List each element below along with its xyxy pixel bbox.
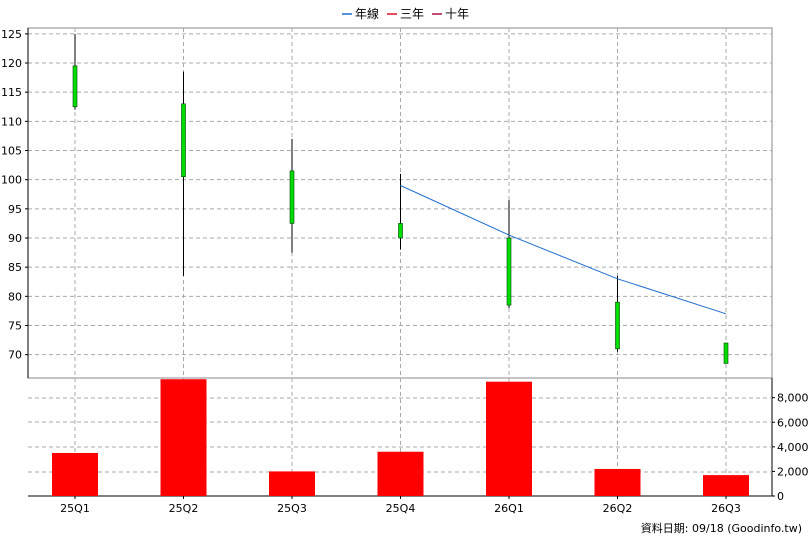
candle-body-26Q3 bbox=[723, 342, 729, 364]
legend: 年線 三年 十年 bbox=[342, 6, 469, 21]
moving-average-lines bbox=[400, 185, 727, 315]
price-grid bbox=[27, 27, 773, 496]
candle-body-25Q4 bbox=[398, 223, 403, 239]
volume-tick-label-2: 4,000 bbox=[777, 441, 808, 454]
volume-tick-label-3: 6,000 bbox=[777, 416, 808, 429]
price-panel: 70 75 80 85 90 95 100 105 110 115 120 125 bbox=[1, 27, 773, 496]
volume-bar-25Q3 bbox=[269, 471, 315, 496]
price-tick-label-5: 95 bbox=[8, 203, 22, 216]
candle-body-26Q2 bbox=[615, 301, 620, 350]
candle-body-26Q1 bbox=[506, 237, 512, 306]
data-date-label: 資料日期: 09/18 bbox=[640, 522, 724, 535]
price-y-axis: 70 75 80 85 90 95 100 105 110 115 120 125 bbox=[1, 28, 28, 362]
candle-body-25Q3 bbox=[289, 170, 295, 224]
candle-body-25Q1 bbox=[72, 65, 78, 108]
x-tick-label-25Q2: 25Q2 bbox=[169, 502, 199, 515]
volume-bar-26Q3 bbox=[703, 475, 749, 496]
price-tick-label-4: 90 bbox=[8, 232, 22, 245]
price-tick-label-6: 100 bbox=[1, 174, 22, 187]
x-tick-label-26Q1: 26Q1 bbox=[494, 502, 524, 515]
x-axis: 25Q1 25Q2 25Q3 25Q4 26Q1 26Q2 26Q3 bbox=[60, 496, 741, 515]
price-tick-label-3: 85 bbox=[8, 261, 22, 274]
legend-label-1: 三年 bbox=[400, 7, 424, 21]
volume-bar-25Q4 bbox=[377, 451, 424, 496]
x-tick-label-25Q1: 25Q1 bbox=[60, 502, 90, 515]
price-tick-label-11: 125 bbox=[1, 28, 22, 41]
volume-y-axis: 0 2,000 4,000 6,000 8,000 bbox=[772, 392, 808, 503]
price-tick-label-7: 105 bbox=[1, 145, 22, 158]
volume-tick-label-4: 8,000 bbox=[777, 392, 808, 405]
volume-bar-26Q2 bbox=[594, 468, 641, 496]
x-tick-label-26Q2: 26Q2 bbox=[603, 502, 633, 515]
data-date-footer: 資料日期: 09/18 (Goodinfo.tw) bbox=[641, 520, 802, 536]
x-tick-label-25Q4: 25Q4 bbox=[386, 502, 416, 515]
legend-label-0: 年線 bbox=[355, 6, 379, 21]
legend-label-2: 十年 bbox=[445, 7, 469, 21]
price-tick-label-9: 115 bbox=[1, 86, 22, 99]
candle-body-25Q2 bbox=[181, 103, 186, 178]
price-tick-label-10: 120 bbox=[1, 57, 22, 70]
x-tick-label-25Q3: 25Q3 bbox=[277, 502, 307, 515]
volume-bar-25Q1 bbox=[52, 452, 98, 496]
data-source: (Goodinfo.tw) bbox=[727, 522, 802, 535]
price-tick-label-1: 75 bbox=[8, 320, 22, 333]
price-tick-label-8: 110 bbox=[1, 115, 22, 128]
volume-tick-label-0: 0 bbox=[777, 490, 784, 503]
price-tick-label-2: 80 bbox=[8, 290, 22, 303]
ma-line-0 bbox=[400, 185, 727, 315]
volume-bar-25Q2 bbox=[160, 379, 207, 496]
price-tick-label-0: 70 bbox=[8, 349, 22, 362]
volume-tick-label-1: 2,000 bbox=[777, 465, 808, 478]
volume-bars bbox=[52, 379, 749, 496]
volume-panel: 0 2,000 4,000 6,000 8,000 bbox=[28, 378, 808, 503]
candles bbox=[72, 33, 729, 364]
volume-bar-26Q1 bbox=[486, 381, 532, 496]
x-tick-label-26Q3: 26Q3 bbox=[711, 502, 741, 515]
